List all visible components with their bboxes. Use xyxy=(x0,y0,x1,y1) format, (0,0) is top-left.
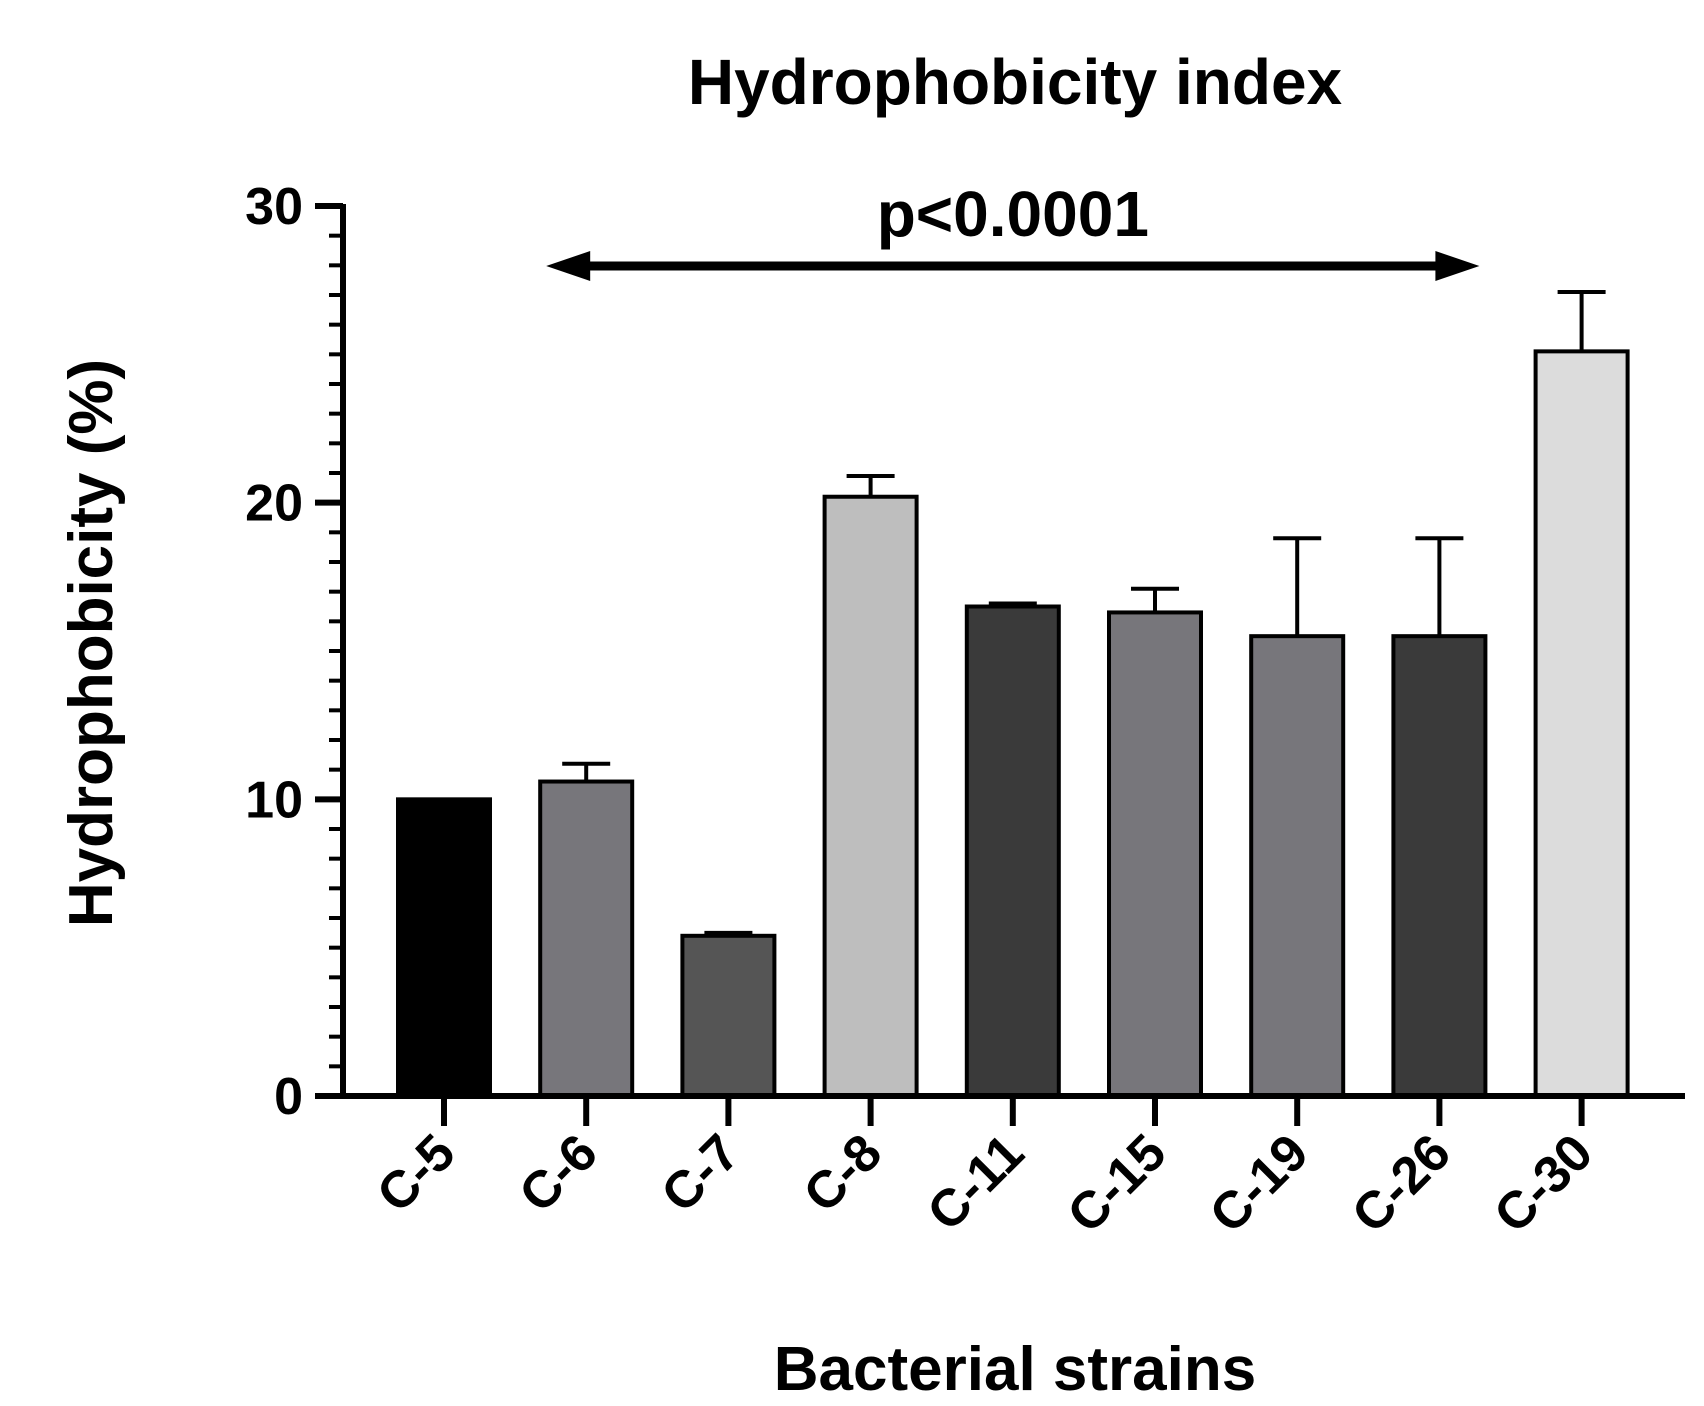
y-tick-label: 10 xyxy=(245,771,303,829)
x-tick-label-c-30: C-30 xyxy=(1483,1123,1604,1244)
x-axis-label: Bacterial strains xyxy=(774,1335,1256,1404)
y-tick-label: 0 xyxy=(274,1068,303,1126)
bar-c-6 xyxy=(538,779,635,1098)
y-axis-label: Hydrophobicity (%) xyxy=(57,359,126,927)
y-tick-label: 20 xyxy=(245,475,303,533)
x-tick-label-c-5: C-5 xyxy=(366,1123,466,1223)
bar-c-11 xyxy=(964,604,1061,1098)
chart-title: Hydrophobicity index xyxy=(688,46,1343,118)
bar-c-7 xyxy=(680,933,777,1098)
bar-c-8 xyxy=(822,494,919,1098)
y-tick-label: 30 xyxy=(245,178,303,236)
x-tick-label-c-15: C-15 xyxy=(1057,1123,1178,1244)
bar-c-15 xyxy=(1107,610,1203,1099)
annotation-arrowhead-right xyxy=(1435,251,1480,281)
bar-c-30 xyxy=(1533,349,1630,1099)
bar-c-19 xyxy=(1249,634,1346,1099)
x-tick-label-c-7: C-7 xyxy=(651,1123,751,1223)
x-tick-label-c-8: C-8 xyxy=(793,1123,893,1223)
significance-annotation: p<0.0001 xyxy=(877,178,1149,250)
bar-c-26 xyxy=(1391,634,1488,1099)
bar-c-5 xyxy=(396,797,492,1098)
x-tick-label-c-6: C-6 xyxy=(508,1123,608,1223)
x-tick-label-c-26: C-26 xyxy=(1341,1123,1462,1244)
x-tick-label-c-19: C-19 xyxy=(1199,1123,1320,1244)
x-tick-label-c-11: C-11 xyxy=(917,1123,1036,1242)
annotation-arrowhead-left xyxy=(546,251,591,281)
plot-area: 0 10 20 30 C-5 C-6 C-7 C-8 C-11 C-15 C-19 C-26 C-30 p… xyxy=(245,178,1685,1244)
